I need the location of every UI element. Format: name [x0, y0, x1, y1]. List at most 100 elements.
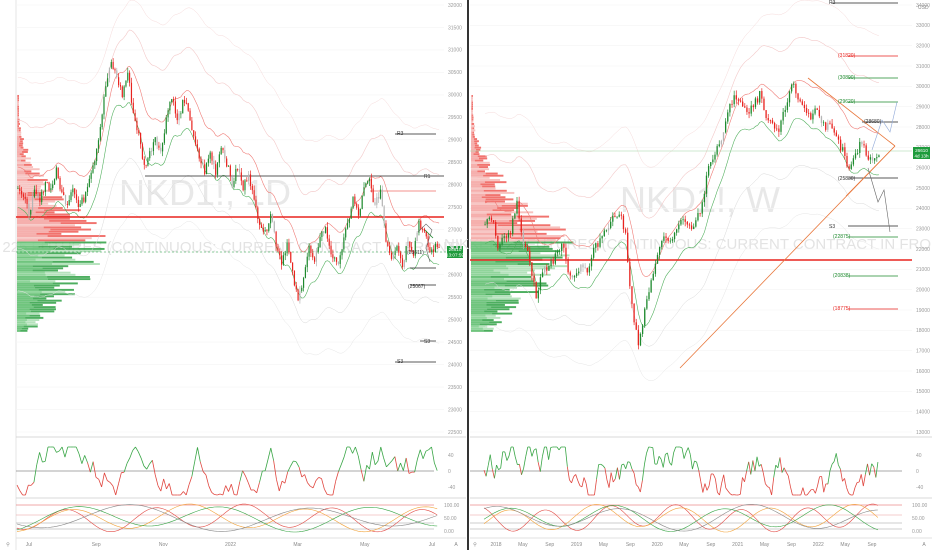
- candle-body: [156, 137, 157, 145]
- profile-bar-inner: [17, 147, 21, 149]
- profile-bar-inner: [17, 237, 44, 239]
- profile-bar-inner: [471, 244, 493, 246]
- candle-body: [246, 180, 247, 181]
- time-tick-14: Sep: [868, 542, 877, 548]
- candle-body: [162, 143, 163, 152]
- time-tick-4: Mar: [293, 542, 302, 548]
- right-price-tag-time: 4d 13h: [914, 154, 928, 159]
- candle-body: [191, 121, 192, 131]
- candle-body: [676, 229, 677, 232]
- candle-body: [294, 271, 295, 286]
- osc-tick-0: 40: [448, 453, 454, 459]
- price-tick-16: 18000: [916, 328, 930, 334]
- candle-body: [292, 263, 293, 271]
- candle-body: [266, 230, 267, 231]
- profile-bar-inner: [471, 295, 492, 297]
- profile-bar-inner: [471, 261, 495, 263]
- candle-body: [232, 176, 233, 187]
- candle-body: [199, 149, 200, 159]
- profile-bar-inner: [471, 298, 488, 300]
- candle-body: [793, 84, 794, 85]
- candle-body: [310, 246, 311, 253]
- candle-body: [330, 246, 331, 255]
- candle-body: [768, 118, 769, 120]
- candle-body: [109, 68, 110, 79]
- candle-body: [689, 224, 690, 225]
- candle-body: [197, 144, 198, 148]
- profile-bar-inner: [471, 132, 473, 134]
- candle-body: [642, 325, 643, 333]
- profile-bar-inner: [471, 168, 481, 170]
- candle-body: [314, 257, 315, 261]
- candle-body: [555, 253, 556, 263]
- right-level-label-7: (22875): [833, 234, 851, 240]
- time-tick-0: 2018: [490, 542, 501, 548]
- price-tick-21: 13000: [916, 430, 930, 436]
- candle-body: [546, 267, 547, 271]
- candle-body: [491, 218, 492, 220]
- candle-body: [751, 106, 752, 114]
- candle-body: [36, 190, 37, 194]
- profile-bar-inner: [471, 285, 505, 287]
- left-level-label-0: R3: [397, 131, 404, 137]
- candle-body: [308, 246, 309, 257]
- candle-body: [753, 106, 754, 108]
- price-tick-19: 15000: [916, 389, 930, 395]
- osc-segment: [628, 462, 630, 463]
- candle-body: [631, 286, 632, 304]
- profile-bar-inner: [471, 326, 479, 328]
- candle-body: [633, 304, 634, 322]
- right-timezone-icon[interactable]: ⚲: [473, 542, 477, 548]
- profile-bar-inner: [17, 289, 39, 291]
- profile-bar-inner: [17, 140, 20, 142]
- left-level-label-1: R1: [424, 174, 431, 180]
- profile-bar-inner: [17, 110, 18, 112]
- candle-body: [217, 163, 218, 175]
- candle-body: [164, 133, 165, 143]
- profile-bar-inner: [471, 242, 513, 244]
- price-tick-10: 24000: [916, 206, 930, 212]
- profile-bar-inner: [471, 142, 475, 144]
- candle-body: [290, 252, 291, 263]
- profile-bar-inner: [471, 151, 476, 153]
- candle-body: [616, 217, 617, 218]
- candle-body: [120, 85, 121, 86]
- candle-body: [153, 142, 154, 151]
- price-tick-10: 27000: [448, 228, 462, 234]
- candle-body: [169, 102, 170, 110]
- candle-body: [719, 144, 720, 146]
- candle-body: [424, 229, 425, 231]
- candle-body: [685, 219, 686, 222]
- candle-body: [147, 158, 148, 165]
- profile-bar-inner: [17, 304, 32, 306]
- time-tick-7: May: [679, 542, 689, 548]
- candle-body: [653, 274, 654, 280]
- profile-bar-inner: [17, 233, 37, 235]
- candle-body: [742, 102, 743, 107]
- profile-bar-inner: [471, 175, 483, 177]
- candle-body: [160, 148, 161, 152]
- left-timezone-icon[interactable]: ⚲: [6, 542, 10, 548]
- profile-bar-inner: [17, 114, 18, 116]
- candle-body: [17, 188, 18, 189]
- candle-body: [180, 113, 181, 114]
- candle-body: [94, 161, 95, 165]
- candle-body: [349, 219, 350, 223]
- profile-bar-inner: [17, 185, 30, 187]
- profile-bar-inner: [471, 173, 486, 175]
- profile-bar-inner: [17, 145, 19, 147]
- left-level-label-4: S3: [424, 339, 430, 345]
- profile-bar-inner: [17, 287, 35, 289]
- candle-body: [270, 214, 271, 223]
- right-level-label-4: (28680): [864, 119, 882, 125]
- candle-body: [610, 222, 611, 228]
- candle-body: [100, 127, 101, 140]
- candle-body: [259, 219, 260, 225]
- candle-body: [316, 252, 317, 262]
- profile-bar-inner: [17, 308, 30, 310]
- profile-bar-inner: [17, 321, 25, 323]
- candle-body: [512, 218, 513, 234]
- candle-body: [563, 244, 564, 248]
